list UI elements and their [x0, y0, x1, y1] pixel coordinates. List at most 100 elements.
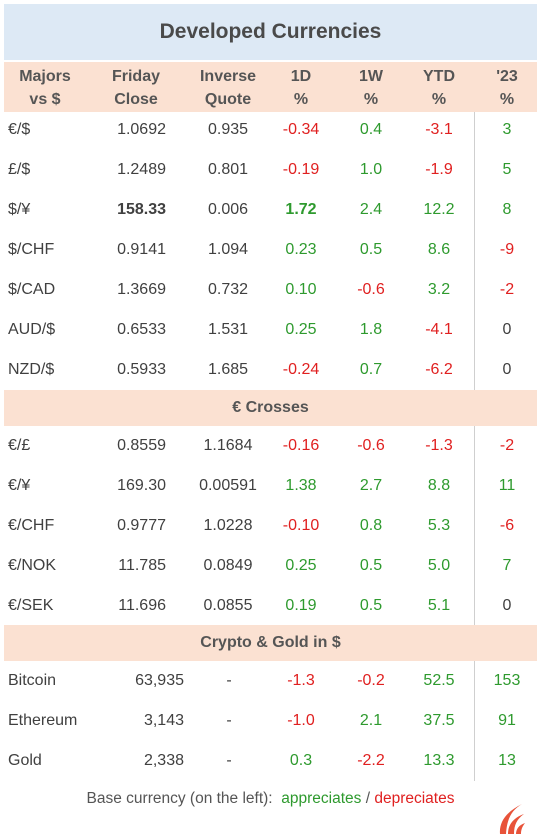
table-row: Bitcoin 63,935 - -1.3 -0.2 52.5 153 [4, 661, 537, 701]
column-divider [474, 426, 475, 625]
friday-close-cell: 0.6533 [117, 321, 166, 338]
pair-cell: Bitcoin [8, 672, 57, 689]
change-1d-cell: -0.10 [282, 517, 320, 534]
change-ytd-cell: 5.1 [427, 597, 451, 614]
table-row: €/¥ 169.30 0.00591 1.38 2.7 8.8 11 [4, 466, 537, 506]
inverse-quote-cell: - [226, 672, 232, 689]
pair-cell: €/CHF [8, 517, 55, 534]
inverse-quote-cell: 0.006 [207, 201, 249, 218]
change-1d-cell: 0.19 [285, 597, 317, 614]
pair-cell: Gold [8, 752, 42, 769]
change-1w-cell: 0.7 [359, 361, 383, 378]
appreciates-label: appreciates [281, 790, 362, 807]
inverse-quote-cell: 1.685 [207, 361, 249, 378]
friday-close-cell: 158.33 [117, 201, 166, 218]
change-23-cell: 11 [498, 477, 516, 494]
change-ytd-cell: 8.6 [427, 241, 451, 258]
pair-cell: €/$ [8, 121, 31, 138]
table-header: Majors vs $ Friday Close Inverse Quote 1D% … [4, 62, 537, 112]
table-row: $/¥ 158.33 0.006 1.72 2.4 12.2 8 [4, 190, 537, 230]
change-23-cell: 91 [498, 712, 516, 729]
table-row: NZD/$ 0.5933 1.685 -0.24 0.7 -6.2 0 [4, 350, 537, 390]
pair-cell: $/CHF [8, 241, 55, 258]
change-23-cell: 7 [502, 557, 512, 574]
change-1d-cell: -1.3 [287, 672, 315, 689]
change-23-cell: -2 [499, 281, 515, 298]
table-row: €/$ 1.0692 0.935 -0.34 0.4 -3.1 3 [4, 110, 537, 150]
inverse-quote-cell: 1.0228 [203, 517, 253, 534]
change-ytd-cell: 5.3 [427, 517, 451, 534]
change-ytd-cell: -6.2 [425, 361, 453, 378]
change-1d-cell: 0.25 [285, 557, 317, 574]
change-ytd-cell: 37.5 [423, 712, 455, 729]
change-ytd-cell: 3.2 [427, 281, 451, 298]
table-row: Gold 2,338 - 0.3 -2.2 13.3 13 [4, 741, 537, 781]
inverse-quote-cell: 0.935 [207, 121, 249, 138]
table-row: AUD/$ 0.6533 1.531 0.25 1.8 -4.1 0 [4, 310, 537, 350]
change-1d-cell: 0.10 [285, 281, 317, 298]
inverse-quote-cell: 1.531 [207, 321, 249, 338]
inverse-quote-cell: 0.732 [207, 281, 249, 298]
inverse-quote-cell: 0.0855 [203, 597, 253, 614]
change-1w-cell: 0.4 [359, 121, 383, 138]
inverse-quote-cell: - [226, 712, 232, 729]
table-row: Ethereum 3,143 - -1.0 2.1 37.5 91 [4, 701, 537, 741]
friday-close-cell: 169.30 [117, 477, 166, 494]
pair-cell: AUD/$ [8, 321, 56, 338]
inverse-quote-cell: 0.00591 [199, 477, 257, 494]
pair-cell: $/¥ [8, 201, 31, 218]
change-1w-cell: -0.6 [357, 281, 385, 298]
friday-close-cell: 63,935 [135, 672, 184, 689]
header-23: '23% [496, 68, 518, 108]
friday-close-cell: 11.785 [118, 557, 166, 574]
change-1d-cell: -0.24 [282, 361, 320, 378]
friday-close-cell: 11.696 [118, 597, 166, 614]
table-row: £/$ 1.2489 0.801 -0.19 1.0 -1.9 5 [4, 150, 537, 190]
pair-cell: £/$ [8, 161, 31, 178]
change-1w-cell: 0.5 [359, 241, 383, 258]
change-1d-cell: 0.25 [285, 321, 317, 338]
friday-close-cell: 1.3669 [117, 281, 166, 298]
section-euro-crosses: € Crosses [4, 390, 537, 426]
change-23-cell: -2 [499, 437, 515, 454]
friday-close-cell: 2,338 [143, 752, 184, 769]
change-1d-cell: -0.19 [282, 161, 320, 178]
change-1w-cell: 2.4 [359, 201, 383, 218]
change-ytd-cell: 8.8 [427, 477, 451, 494]
change-1d-cell: -0.34 [282, 121, 320, 138]
inverse-quote-cell: 0.801 [207, 161, 249, 178]
change-1w-cell: 2.7 [359, 477, 383, 494]
change-1w-cell: -2.2 [357, 752, 385, 769]
header-1d: 1D% [290, 68, 312, 108]
table-row: €/£ 0.8559 1.1684 -0.16 -0.6 -1.3 -2 [4, 426, 537, 466]
change-ytd-cell: 13.3 [423, 752, 455, 769]
table-row: €/SEK 11.696 0.0855 0.19 0.5 5.1 0 [4, 586, 537, 626]
pair-cell: €/SEK [8, 597, 54, 614]
header-majors: Majors vs $ [19, 68, 71, 108]
change-23-cell: 3 [502, 121, 512, 138]
change-1w-cell: 1.8 [359, 321, 383, 338]
table-row: €/CHF 0.9777 1.0228 -0.10 0.8 5.3 -6 [4, 506, 537, 546]
inverse-quote-cell: - [226, 752, 232, 769]
change-ytd-cell: 12.2 [423, 201, 455, 218]
pair-cell: NZD/$ [8, 361, 55, 378]
change-1w-cell: 2.1 [359, 712, 383, 729]
column-divider [474, 112, 475, 390]
change-1w-cell: -0.6 [357, 437, 385, 454]
header-ytd: YTD% [423, 68, 455, 108]
change-ytd-cell: -1.3 [425, 437, 453, 454]
friday-close-cell: 0.9141 [117, 241, 166, 258]
change-ytd-cell: 52.5 [423, 672, 455, 689]
change-1d-cell: 0.3 [289, 752, 313, 769]
change-1d-cell: 1.38 [285, 477, 317, 494]
pair-cell: €/£ [8, 437, 31, 454]
pair-cell: €/NOK [8, 557, 57, 574]
change-23-cell: 8 [502, 201, 512, 218]
inverse-quote-cell: 1.094 [207, 241, 249, 258]
flame-logo-icon [499, 804, 525, 834]
inverse-quote-cell: 0.0849 [203, 557, 253, 574]
change-23-cell: -6 [499, 517, 515, 534]
friday-close-cell: 1.0692 [117, 121, 166, 138]
change-23-cell: 13 [498, 752, 516, 769]
change-1w-cell: 0.5 [359, 597, 383, 614]
